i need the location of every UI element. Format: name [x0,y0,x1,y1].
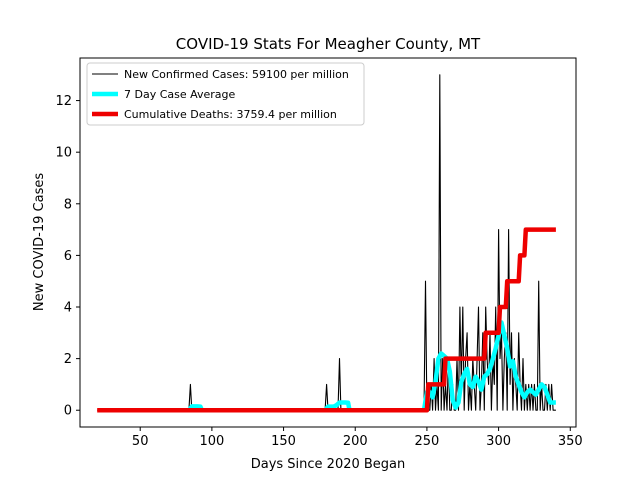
x-axis-title: Days Since 2020 Began [251,457,406,472]
y-tick-label: 0 [64,404,72,419]
x-tick-label: 350 [558,434,583,449]
plot-frame [79,57,577,428]
y-axis-title: New COVID-19 Cases [32,173,47,311]
legend: New Confirmed Cases: 59100 per million 7 … [86,62,365,126]
x-tick-label: 50 [132,434,149,449]
x-axis-ticks: 50 100 150 200 250 300 350 [132,427,583,449]
y-tick-label: 4 [64,301,72,316]
x-tick-label: 150 [271,434,296,449]
series-line-2 [187,320,556,413]
y-tick-label: 6 [64,249,72,264]
chart-title: COVID-19 Stats For Meagher County, MT [176,35,481,53]
legend-label-2: 7 Day Case Average [124,88,236,101]
x-tick-label: 100 [199,434,224,449]
legend-box [86,62,365,126]
x-tick-label: 250 [414,434,439,449]
series-layer [97,74,556,413]
x-tick-label: 200 [343,434,368,449]
legend-label-3: Cumulative Deaths: 3759.4 per million [124,108,337,121]
y-tick-label: 10 [55,146,72,161]
y-tick-label: 2 [64,352,72,367]
y-axis-ticks: 0 2 4 6 8 10 12 [55,94,80,419]
series-line-3 [97,227,556,413]
x-tick-label: 300 [486,434,511,449]
y-tick-label: 8 [64,197,72,212]
y-tick-label: 12 [55,94,72,109]
legend-label-1: New Confirmed Cases: 59100 per million [124,68,349,81]
